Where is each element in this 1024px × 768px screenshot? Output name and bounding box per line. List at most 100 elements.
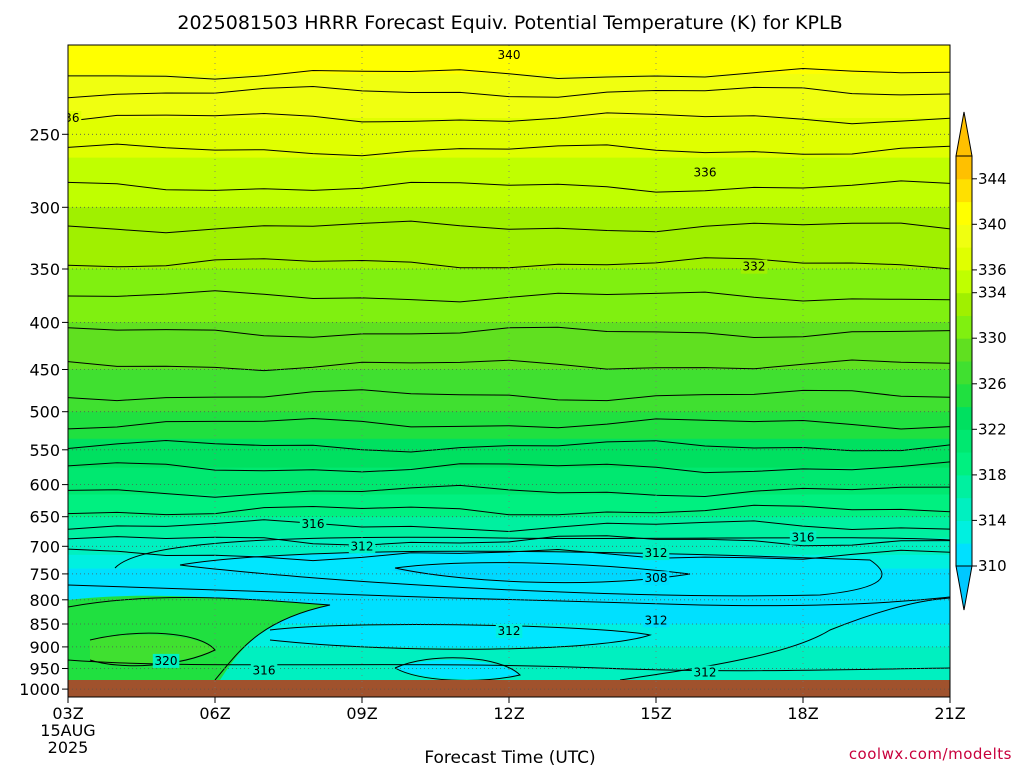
- color-band: [68, 186, 950, 195]
- color-band: [68, 474, 950, 479]
- color-band: [68, 386, 950, 392]
- contour-label-bg: [152, 653, 180, 668]
- color-band: [68, 604, 950, 608]
- color-band: [68, 165, 950, 174]
- colorbar-swatch: [956, 269, 972, 294]
- y-tick-label: 550: [29, 441, 60, 460]
- contour-line: [269, 624, 652, 650]
- color-band: [68, 109, 950, 119]
- color-band: [68, 327, 950, 333]
- color-band: [68, 142, 950, 151]
- color-band: [68, 382, 950, 388]
- y-tick-label: 600: [29, 476, 60, 495]
- colorbar-label: 340: [978, 215, 1007, 233]
- colorbar-swatch: [956, 429, 972, 453]
- color-band: [68, 621, 950, 625]
- y-tick-label: 350: [29, 260, 60, 279]
- colorbar-swatch: [956, 543, 972, 567]
- colorbar: 310 314 318 322 326 330 334 336 340 344: [955, 111, 1007, 611]
- x-date-sublabel: 15AUG: [40, 721, 95, 740]
- color-band: [68, 172, 950, 181]
- color-band: [68, 431, 950, 436]
- y-tick-label: 500: [29, 403, 60, 422]
- contour-label-bg: [691, 165, 719, 180]
- color-band: [68, 484, 950, 489]
- y-tick-label: 250: [29, 125, 60, 144]
- colorbar-label: 314: [978, 511, 1007, 529]
- contour-line: [68, 461, 950, 474]
- color-band: [68, 651, 950, 655]
- x-tick-label: 18Z: [787, 704, 818, 723]
- color-band: [68, 531, 950, 536]
- colorbar-swatch: [956, 361, 972, 385]
- color-band: [68, 657, 950, 661]
- color-band: [68, 599, 950, 603]
- color-band: [68, 285, 950, 292]
- x-date-sublabel: 2025: [48, 738, 89, 757]
- contour-labels: 340 336 336 332 316 316 312 312 308 312 312 320 316 3…: [68, 47, 817, 680]
- color-band: [68, 597, 950, 601]
- color-band: [68, 616, 950, 620]
- colorbar-swatch: [956, 474, 972, 499]
- contour-label-bg: [740, 259, 768, 274]
- color-band: [68, 609, 950, 613]
- cold-core-308: [390, 564, 680, 582]
- color-band: [68, 399, 950, 405]
- contour-label-bg: [68, 111, 82, 125]
- x-tick-label: 03Z: [52, 704, 83, 723]
- color-band: [68, 525, 950, 530]
- grid-lines: [68, 45, 950, 697]
- contour-label-bg: [789, 530, 817, 545]
- color-band: [68, 207, 950, 215]
- contour-line: [68, 67, 950, 80]
- color-band: [68, 365, 950, 371]
- contour-line: [68, 596, 331, 681]
- color-band: [68, 134, 950, 143]
- contour-label-bg: [642, 571, 670, 586]
- color-band: [68, 446, 950, 451]
- color-band: [68, 494, 950, 499]
- color-band: [68, 274, 950, 281]
- color-band: [68, 419, 950, 425]
- contour-label-bg: [250, 663, 278, 678]
- colorbar-extend-low: [955, 565, 973, 611]
- color-band: [68, 291, 950, 298]
- color-band: [68, 373, 950, 379]
- colorbar-label: 322: [978, 420, 1007, 438]
- color-band: [68, 296, 950, 303]
- color-band: [68, 513, 950, 518]
- color-band: [68, 594, 950, 598]
- contour-label: 312: [645, 546, 668, 560]
- contour-line: [114, 536, 950, 569]
- color-band: [68, 522, 950, 527]
- color-band: [68, 378, 950, 384]
- color-band: [68, 193, 950, 202]
- colorbar-swatch: [956, 452, 972, 476]
- cold-core-mid: [270, 625, 650, 648]
- colorbar-extend-high: [955, 111, 973, 157]
- watermark-link[interactable]: coolwx.com/modelts: [849, 745, 1012, 763]
- color-band: [68, 464, 950, 469]
- color-band: [68, 614, 950, 618]
- color-band: [68, 157, 950, 166]
- contour-line: [68, 220, 950, 234]
- colorbar-label: 310: [978, 557, 1007, 575]
- contour-label: 316: [302, 517, 325, 531]
- colorbar-swatch: [956, 315, 972, 339]
- contour-line: [68, 659, 950, 672]
- color-band: [68, 449, 950, 455]
- colorbar-label: 330: [978, 329, 1007, 347]
- y-tick-label: 750: [29, 565, 60, 584]
- color-band: [68, 346, 950, 352]
- contour-label-bg: [642, 613, 670, 628]
- surface-band: [68, 680, 950, 697]
- low-level-structure: [68, 551, 882, 680]
- color-band: [68, 301, 950, 308]
- color-band: [68, 251, 950, 258]
- color-band: [68, 460, 950, 465]
- color-band: [68, 268, 950, 276]
- color-band: [68, 649, 950, 652]
- color-band: [68, 239, 950, 246]
- warm-core-320: [90, 634, 215, 665]
